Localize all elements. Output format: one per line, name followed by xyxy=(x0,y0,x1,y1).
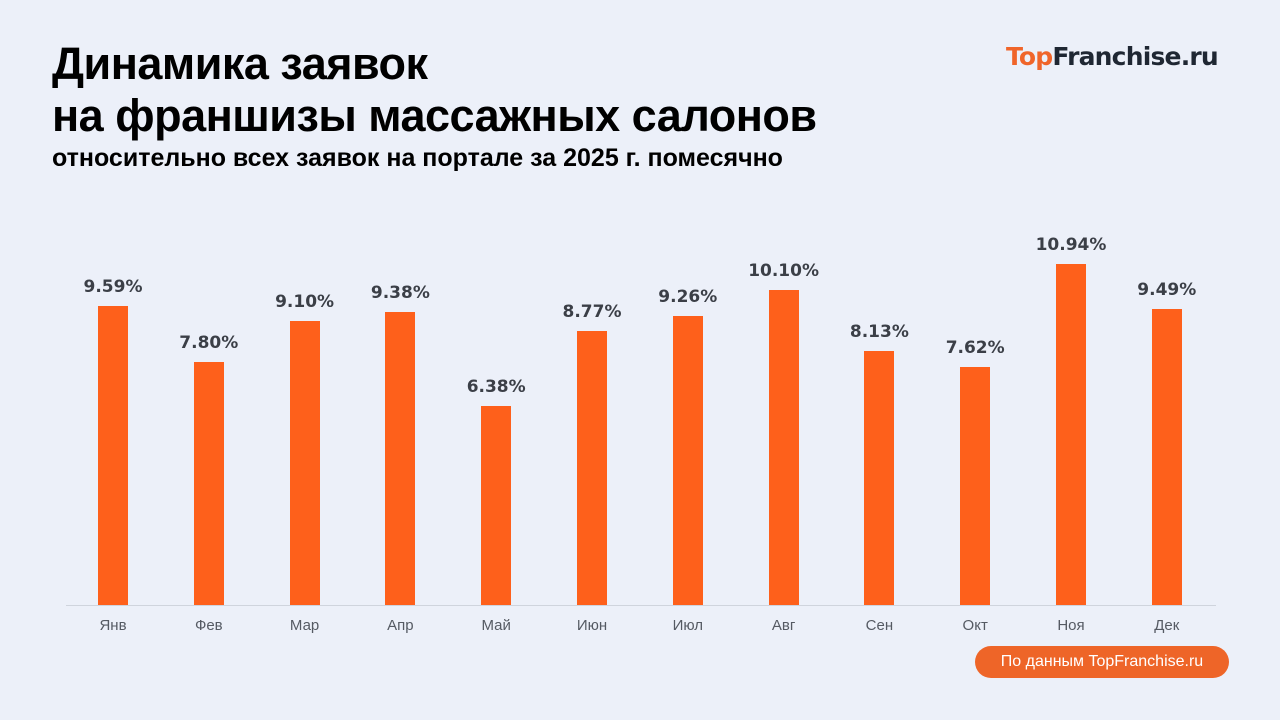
value-label: 9.49% xyxy=(1137,279,1197,300)
value-label: 8.13% xyxy=(849,322,909,343)
bar-0 xyxy=(98,305,128,605)
x-tick-label: Сен xyxy=(865,617,894,634)
x-tick-label: Фев xyxy=(194,617,223,634)
value-label: 10.10% xyxy=(748,260,819,281)
bar-6 xyxy=(672,316,703,605)
source-badge: По данным TopFranchise.ru xyxy=(975,646,1229,678)
x-tick-label: Янв xyxy=(99,617,127,634)
value-label: 7.80% xyxy=(179,332,239,353)
bar-1 xyxy=(193,361,224,605)
logo-part-franchise: Franchise.ru xyxy=(1052,42,1218,71)
x-axis-line xyxy=(66,605,1216,606)
value-label: 6.38% xyxy=(466,376,526,397)
x-tick-label: Авг xyxy=(771,617,796,634)
bar-11 xyxy=(1151,308,1182,605)
bar-8 xyxy=(864,351,895,605)
x-tick-label: Дек xyxy=(1154,617,1180,634)
bar-9 xyxy=(960,367,991,605)
bar-10 xyxy=(1056,263,1086,605)
x-tick-label: Июл xyxy=(672,617,704,634)
x-tick-label: Май xyxy=(481,617,511,634)
title-line-1: Динамика заявок xyxy=(52,38,428,89)
chart-title: Динамика заявок на франшизы массажных са… xyxy=(52,38,817,142)
bar-4 xyxy=(481,405,512,605)
title-line-2: на франшизы массажных салонов xyxy=(52,90,817,141)
value-label: 9.10% xyxy=(275,292,335,313)
chart-subtitle: относительно всех заявок на портале за 2… xyxy=(52,144,783,172)
logo: TopFranchise.ru xyxy=(1006,42,1219,71)
bar-2 xyxy=(289,321,320,605)
value-label: 9.38% xyxy=(370,283,430,304)
x-tick-label: Апр xyxy=(387,617,414,634)
value-label: 10.94% xyxy=(1035,234,1107,255)
value-label: 9.26% xyxy=(658,287,718,308)
bar-5 xyxy=(577,331,607,605)
value-label: 9.59% xyxy=(83,276,143,297)
x-tick-label: Окт xyxy=(962,617,988,634)
bar-7 xyxy=(768,289,799,605)
value-label: 8.77% xyxy=(562,302,622,323)
x-tick-label: Июн xyxy=(576,617,608,634)
logo-part-top: Top xyxy=(1006,42,1053,71)
x-tick-label: Мар xyxy=(289,617,320,634)
bar-3 xyxy=(385,312,416,605)
x-tick-label: Ноя xyxy=(1057,617,1085,634)
value-label: 7.62% xyxy=(945,338,1005,359)
